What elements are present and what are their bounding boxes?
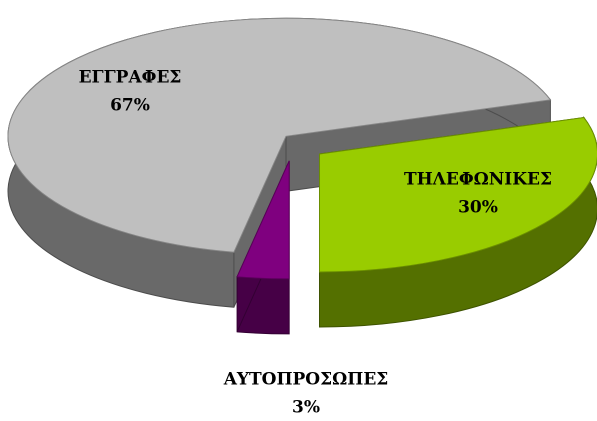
slice bbox=[7, 17, 552, 253]
slice-value-label: 3% bbox=[292, 398, 320, 418]
slice-label: ΤΗΛΕΦΩΝΙΚΕΣ bbox=[404, 170, 552, 190]
slice-label: ΑΥΤΟΠΡΟΣΩΠΕΣ bbox=[223, 370, 389, 390]
slice-value-label: 67% bbox=[110, 96, 150, 116]
slice bbox=[236, 160, 290, 280]
slice-value-label: 30% bbox=[458, 198, 498, 218]
slice-label: ΕΓΓΡΑΦΕΣ bbox=[79, 68, 182, 88]
